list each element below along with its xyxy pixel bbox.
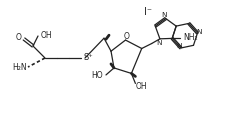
- Text: O: O: [16, 32, 22, 41]
- Text: HO: HO: [91, 71, 102, 80]
- Text: N: N: [196, 29, 201, 35]
- Text: N: N: [155, 40, 161, 46]
- Text: S⁺: S⁺: [84, 53, 93, 61]
- Text: N: N: [175, 43, 181, 49]
- Text: OH: OH: [40, 31, 52, 40]
- Text: H₂N: H₂N: [13, 63, 27, 73]
- Text: NH₂: NH₂: [182, 33, 197, 42]
- Text: N: N: [160, 11, 166, 18]
- Text: O: O: [123, 32, 129, 41]
- Text: OH: OH: [135, 82, 147, 91]
- Text: I⁻: I⁻: [143, 7, 151, 17]
